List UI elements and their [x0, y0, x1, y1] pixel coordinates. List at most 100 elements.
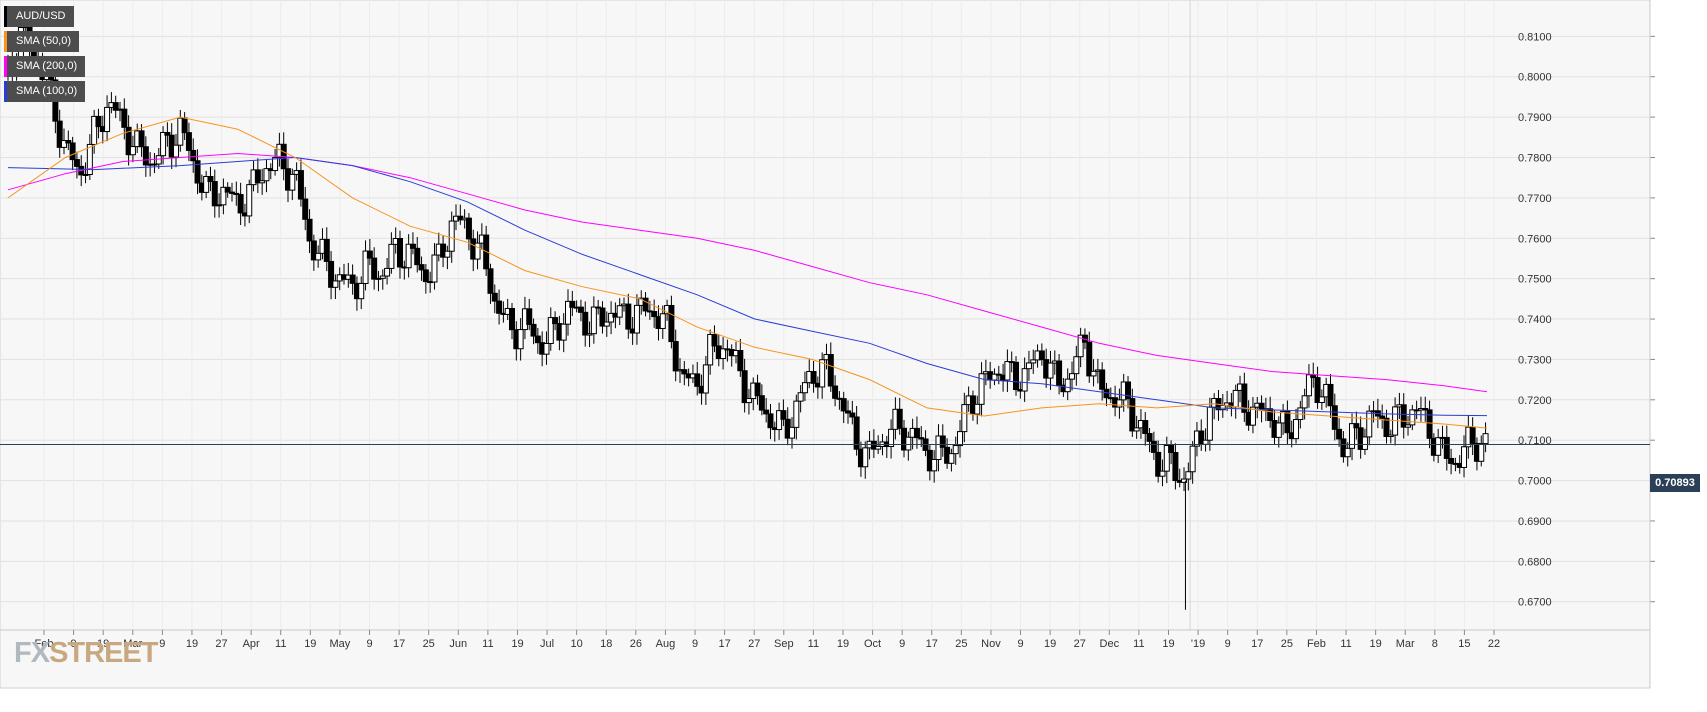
legend-swatch	[4, 31, 7, 52]
x-tick-label: 9	[159, 638, 165, 650]
candle-bear	[422, 269, 429, 283]
candle-bull	[1181, 478, 1188, 483]
legend-item-sma100[interactable]: SMA (100,0)	[4, 81, 86, 102]
candle-bear	[297, 170, 304, 200]
candle-bull	[1318, 396, 1325, 403]
candle-bear	[233, 192, 240, 196]
legend-label: SMA (50,0)	[16, 35, 72, 47]
x-tick-label: 9	[899, 638, 905, 650]
grid	[0, 0, 1650, 630]
plot-area	[0, 0, 1651, 689]
candle-bull	[1021, 368, 1028, 392]
candle-bear	[711, 333, 718, 347]
x-tick-label: Dec	[1100, 638, 1120, 650]
candle-bull	[203, 175, 210, 193]
candle-bull	[246, 184, 253, 217]
candle-bear	[1314, 377, 1321, 403]
x-tick-label: 19	[1370, 638, 1382, 650]
candle-bear	[763, 409, 770, 415]
candles	[5, 15, 1489, 610]
x-tick-label: 17	[1251, 638, 1263, 650]
y-tick-label: 0.6800	[1518, 556, 1552, 568]
y-tick-label: 0.7100	[1518, 435, 1552, 447]
candle-bull	[776, 410, 783, 431]
candle-bull	[702, 364, 709, 394]
candle-bull	[444, 250, 451, 258]
candle-bear	[1284, 410, 1291, 434]
y-tick-label: 0.7300	[1518, 354, 1552, 366]
candle-bull	[405, 243, 412, 269]
candle-bull	[1232, 389, 1239, 408]
legend-label: AUD/USD	[16, 10, 66, 22]
candle-bear	[582, 311, 589, 336]
candle-bear	[827, 354, 834, 387]
candle-bear	[840, 398, 847, 412]
candle-bear	[121, 108, 128, 128]
x-tick-label: Apr	[243, 638, 260, 650]
x-tick-label: May	[330, 638, 351, 650]
candle-bull	[517, 329, 524, 350]
candle-bear	[112, 102, 119, 111]
candle-bear	[229, 191, 236, 194]
x-tick-label: 10	[571, 638, 583, 650]
candle-bull	[384, 267, 391, 277]
logo-street: STREET	[49, 637, 158, 669]
candle-bull	[474, 242, 481, 260]
sma-lines	[7, 116, 1488, 429]
candle-bear	[73, 159, 80, 167]
candle-bull	[61, 140, 68, 148]
candle-bull	[720, 348, 727, 360]
candle-bull	[1387, 434, 1394, 438]
y-tick-label: 0.6900	[1518, 516, 1552, 528]
x-tick-label: 17	[718, 638, 730, 650]
candle-bull	[1163, 445, 1170, 472]
candle-bull	[1293, 419, 1300, 440]
legend-item-audusd[interactable]: AUD/USD	[4, 6, 74, 27]
candle-bull	[431, 254, 438, 283]
logo-fx: FX	[14, 637, 50, 669]
candle-bull	[1344, 447, 1351, 458]
x-tick-label: 11	[482, 638, 493, 650]
candle-bear	[694, 373, 701, 387]
legend-item-sma50[interactable]: SMA (50,0)	[4, 31, 80, 52]
candle-bear	[414, 247, 421, 266]
candle-bull	[362, 250, 369, 284]
y-axis: 0.8100 0.8000 0.7900 0.7800 0.7700 0.7600 0.75…	[0, 0, 1655, 688]
candle-bull	[961, 404, 968, 433]
candle-bear	[651, 311, 658, 318]
candle-bear	[509, 307, 516, 331]
candle-bull	[905, 436, 912, 451]
candle-bull	[1482, 433, 1489, 445]
candle-bear	[1013, 361, 1020, 391]
x-tick-label: 17	[926, 638, 938, 650]
candle-bear	[534, 335, 541, 344]
legend-item-sma200[interactable]: SMA (200,0)	[4, 56, 86, 77]
x-tick-label: 11	[1133, 638, 1144, 650]
candle-bear	[1379, 415, 1386, 419]
x-tick-label: Feb	[1307, 638, 1326, 650]
candle-bull	[793, 400, 800, 428]
x-axis: Feb 9 19 Mar 9 19 27 Apr 11 19 May 9 17 25 Jun 11 19 Jul 1…	[35, 630, 1500, 650]
candle-bull	[151, 163, 158, 166]
y-tick-label: 0.8100	[1518, 31, 1552, 43]
candle-bull	[707, 333, 714, 366]
candle-bull	[1349, 423, 1356, 449]
candle-bull	[1461, 446, 1468, 468]
candle-bull	[659, 313, 666, 329]
x-tick-label: Jul	[540, 638, 554, 650]
candle-bear	[1353, 423, 1360, 429]
candle-bear	[194, 160, 201, 184]
x-tick-label: Oct	[864, 638, 881, 650]
candle-bear	[1383, 417, 1390, 438]
x-tick-label: Mar	[1396, 638, 1415, 650]
candle-bull	[1305, 374, 1312, 397]
candle-bull	[1249, 406, 1256, 426]
legend-label: SMA (100,0)	[16, 85, 78, 97]
candle-bull	[1030, 359, 1037, 364]
candle-bear	[1426, 409, 1433, 439]
candle-bear	[918, 437, 925, 440]
candle-bull	[263, 168, 270, 182]
candle-bear	[995, 373, 1002, 376]
x-tick-label: 22	[1488, 638, 1500, 650]
legend-label: SMA (200,0)	[16, 60, 78, 72]
